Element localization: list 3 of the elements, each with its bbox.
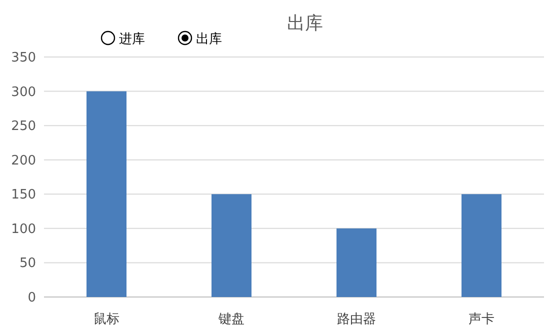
annotation: 出库 (196, 32, 222, 47)
title: 出库 (287, 13, 323, 34)
annotation: 进库 (119, 32, 145, 47)
